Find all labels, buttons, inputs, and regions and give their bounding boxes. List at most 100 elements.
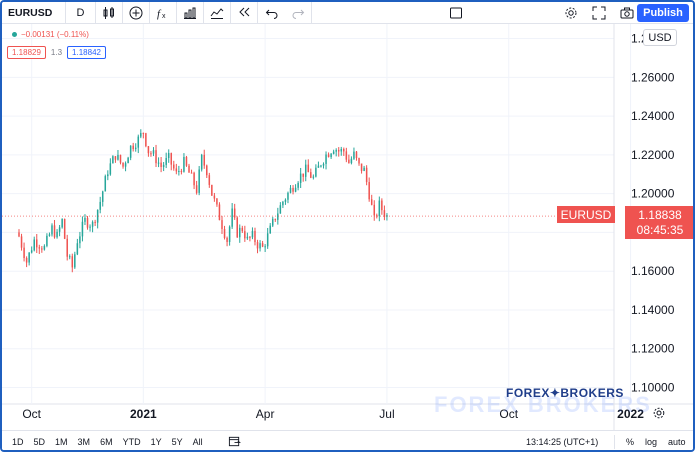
buy-price-button[interactable]: 1.18842 [67, 46, 106, 59]
range-button-1d[interactable]: 1D [12, 436, 24, 447]
time-tick-label: Oct [22, 407, 41, 421]
price-chart[interactable]: Oct 2021 Apr Jul Oct 2022 1.10000 1.12000 1.140… [2, 24, 693, 430]
auto-toggle[interactable]: auto [668, 437, 686, 447]
candle-body [81, 221, 84, 237]
range-button-5d[interactable]: 5D [33, 436, 46, 447]
candle-body [170, 153, 173, 165]
candle-body [178, 171, 180, 173]
candle-body [117, 154, 119, 160]
candle-body [332, 151, 335, 154]
undo-button[interactable] [258, 2, 285, 24]
candle-body [279, 205, 282, 214]
redo-button[interactable] [285, 2, 312, 24]
sell-price-button[interactable]: 1.18829 [7, 46, 46, 59]
candle-body [246, 236, 249, 239]
candle-body [20, 236, 23, 248]
candle-body [274, 218, 277, 220]
range-button-3m[interactable]: 3M [77, 436, 91, 447]
price-tick-label: 1.14000 [631, 303, 675, 317]
status-dot-icon [12, 32, 17, 37]
candle-body [383, 210, 386, 217]
candle-body [79, 236, 81, 244]
candle-body [307, 164, 310, 173]
candle-body [48, 234, 51, 236]
price-tick-label: 1.22000 [631, 148, 675, 162]
candle-body [167, 153, 170, 158]
financials-button[interactable] [177, 2, 204, 24]
candle-body [312, 176, 315, 178]
candle-body [162, 164, 165, 167]
settings-button[interactable] [558, 2, 584, 24]
candle-body [193, 172, 195, 186]
range-button-6m[interactable]: 6M [100, 436, 113, 447]
currency-button[interactable]: USD [643, 29, 677, 46]
candle-body [381, 200, 383, 211]
time-tick-label: Jul [379, 407, 394, 421]
candle-body [147, 146, 150, 154]
candle-body [271, 218, 274, 226]
chart-type-button[interactable] [96, 2, 123, 24]
candle-body [226, 237, 228, 242]
candle-body [183, 156, 185, 172]
candle-body [378, 200, 381, 217]
range-button-1y[interactable]: 1Y [150, 436, 162, 447]
axis-settings-gear-icon[interactable] [652, 406, 666, 420]
alert-button[interactable] [204, 2, 231, 24]
candle-body [38, 247, 41, 249]
candle-body [200, 154, 203, 170]
range-button-all[interactable]: All [192, 436, 203, 447]
candle-body [317, 165, 320, 168]
layout-button[interactable] [443, 2, 469, 24]
candle-body [360, 163, 363, 171]
candle-body [107, 174, 109, 177]
range-button-1m[interactable]: 1M [55, 436, 68, 447]
candle-body [99, 201, 101, 210]
square-icon [450, 7, 462, 19]
timezone-clock[interactable]: 13:14:25 (UTC+1) [526, 437, 599, 447]
range-button-ytd[interactable]: YTD [122, 436, 141, 447]
snapshot-button[interactable] [614, 2, 640, 24]
candle-body [198, 169, 200, 193]
publish-button[interactable]: Publish [637, 4, 689, 22]
compare-button[interactable] [123, 2, 150, 24]
candle-body [211, 184, 213, 196]
fullscreen-icon [592, 6, 606, 20]
candle-body [241, 227, 244, 232]
candle-body [370, 199, 373, 205]
range-button-5y[interactable]: 5Y [171, 436, 183, 447]
candle-body [56, 231, 58, 238]
candle-body [61, 219, 63, 228]
candles-icon [103, 6, 114, 19]
candle-body [122, 162, 124, 167]
bid-ask-legend: 1.18829 1.3 1.18842 [7, 46, 106, 59]
candle-body [86, 217, 89, 228]
legend-change: −0.00131 (−0.11%) [12, 30, 89, 39]
candle-body [327, 154, 330, 158]
symbol-search-button[interactable]: EURUSD [2, 2, 66, 24]
candle-body [282, 201, 284, 206]
time-axis[interactable]: Oct 2021 Apr Jul Oct 2022 [22, 407, 644, 421]
candle-body [203, 154, 205, 166]
bar-replay-button[interactable] [231, 2, 258, 24]
candle-body [94, 221, 96, 223]
candle-body [350, 158, 353, 164]
fullscreen-button[interactable] [586, 2, 612, 24]
candle-body [33, 239, 35, 251]
candle-body [41, 248, 43, 250]
log-toggle[interactable]: log [645, 437, 658, 447]
interval-button[interactable]: D [66, 2, 96, 24]
go-to-date-button[interactable] [224, 431, 246, 451]
redo-icon [292, 9, 305, 19]
date-range-list: 1D 5D 1M 3M 6M YTD 1Y 5Y All [2, 431, 208, 451]
alert-chart-icon [210, 7, 224, 19]
time-tick-label: 2022 [617, 407, 644, 421]
price-tick-label: 1.26000 [631, 70, 675, 84]
candle-body [299, 173, 302, 183]
percent-toggle[interactable]: % [626, 437, 635, 447]
undo-icon [265, 9, 277, 19]
candle-body [89, 226, 91, 228]
